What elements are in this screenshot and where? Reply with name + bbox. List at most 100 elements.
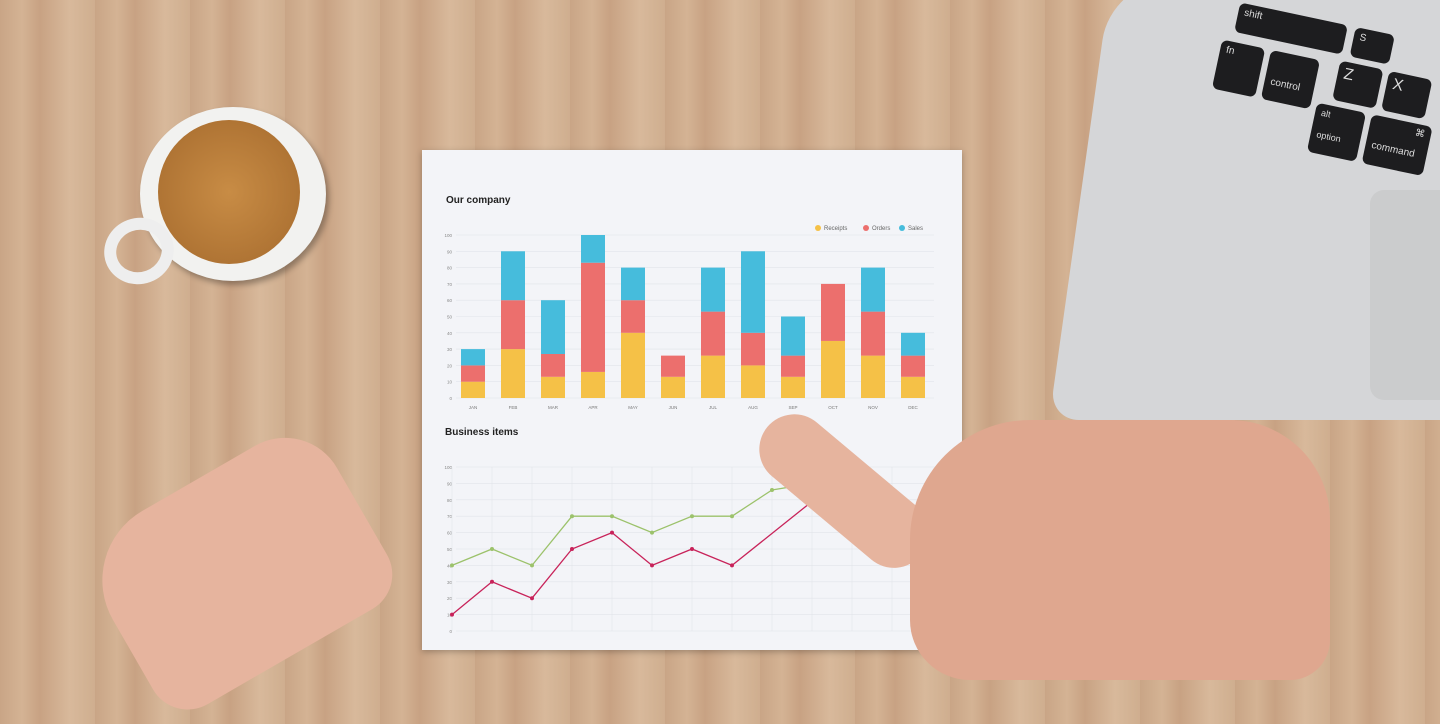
line-point xyxy=(730,514,734,519)
y-tick-label: 50 xyxy=(447,315,453,320)
line-point xyxy=(490,579,494,584)
y-tick-label: 90 xyxy=(447,249,453,254)
y-tick-label: 60 xyxy=(447,531,453,536)
x-tick-label: JUN xyxy=(669,405,678,410)
right-hand xyxy=(910,420,1330,680)
legend-label: Receipts xyxy=(824,226,847,232)
y-tick-label: 30 xyxy=(447,580,453,585)
key-option: alt option xyxy=(1306,102,1367,162)
bar-orders-jun xyxy=(661,355,685,377)
line-point xyxy=(610,530,614,535)
bar-orders-sep xyxy=(781,355,805,377)
command-icon: ⌘ xyxy=(1413,127,1426,141)
bar-sales-dec xyxy=(901,332,925,356)
bar-receipts-sep xyxy=(781,376,805,398)
y-tick-label: 10 xyxy=(447,380,453,385)
line-point xyxy=(690,514,694,519)
x-tick-label: SEP xyxy=(788,405,797,410)
line-point xyxy=(570,547,574,551)
line-point xyxy=(570,514,574,519)
x-tick-label: MAY xyxy=(628,405,637,410)
bar-orders-dec xyxy=(901,355,925,377)
y-tick-label: 90 xyxy=(447,481,453,486)
bar-chart-title: Our company xyxy=(446,195,511,206)
bar-sales-apr xyxy=(581,235,605,263)
y-tick-label: 0 xyxy=(449,396,452,401)
line-point xyxy=(610,514,614,519)
line-point xyxy=(490,547,494,551)
legend-label: Orders xyxy=(872,226,890,232)
bar-orders-jan xyxy=(461,365,485,382)
y-tick-label: 10 xyxy=(447,613,453,618)
bar-receipts-oct xyxy=(821,340,845,398)
y-tick-label: 70 xyxy=(447,282,453,287)
bar-receipts-jun xyxy=(661,376,685,398)
y-tick-label: 50 xyxy=(447,547,453,552)
bar-receipts-feb xyxy=(501,349,525,398)
line-point xyxy=(690,547,694,551)
y-tick-label: 40 xyxy=(447,563,453,568)
bar-orders-apr xyxy=(581,262,605,372)
bar-orders-may xyxy=(621,300,645,333)
x-tick-label: NOV xyxy=(868,405,878,410)
key-control: control xyxy=(1260,49,1321,110)
paper-report: Our company Business items 0 10 20 30 40 50 60… xyxy=(422,150,962,650)
key-fn: fn xyxy=(1211,39,1266,98)
line-point xyxy=(530,596,534,601)
bar-sales-sep xyxy=(781,316,805,356)
bar-orders-jul xyxy=(701,311,725,356)
x-tick-label: FEB xyxy=(509,405,518,410)
bar-sales-may xyxy=(621,267,645,301)
bar-orders-nov xyxy=(861,311,885,356)
line-point xyxy=(530,563,534,568)
bar-receipts-jul xyxy=(701,355,725,398)
y-tick-label: 80 xyxy=(447,498,453,503)
bar-orders-mar xyxy=(541,353,565,377)
line-chart-title: Business items xyxy=(445,427,519,438)
bar-sales-mar xyxy=(541,300,565,354)
line-point xyxy=(450,612,454,617)
line-point xyxy=(650,530,654,535)
line-point xyxy=(450,563,454,568)
key-x: X xyxy=(1381,70,1433,120)
y-tick-label: 70 xyxy=(447,514,453,519)
bar-orders-oct xyxy=(821,283,845,341)
y-tick-label: 30 xyxy=(447,347,453,352)
legend-marker xyxy=(815,225,821,231)
bar-receipts-may xyxy=(621,332,645,398)
y-tick-label: 20 xyxy=(447,596,453,601)
y-tick-label: 20 xyxy=(447,363,453,368)
bar-sales-jan xyxy=(461,349,485,366)
line-point xyxy=(730,563,734,568)
bar-receipts-dec xyxy=(901,376,925,398)
bar-receipts-mar xyxy=(541,376,565,398)
x-tick-label: MAR xyxy=(548,405,559,410)
y-tick-label: 40 xyxy=(447,331,453,336)
bar-sales-jul xyxy=(701,267,725,312)
coffee xyxy=(158,120,300,264)
x-tick-label: JAN xyxy=(469,405,478,410)
key-command: ⌘ command xyxy=(1361,114,1433,177)
x-tick-label: AUG xyxy=(748,405,758,410)
line-series-1 xyxy=(451,500,893,616)
y-tick-label: 100 xyxy=(444,233,452,238)
y-tick-label: 80 xyxy=(447,266,453,271)
legend-label: Sales xyxy=(908,226,923,232)
bar-receipts-apr xyxy=(581,371,605,398)
key-alt-label: alt xyxy=(1320,107,1332,120)
trackpad xyxy=(1370,190,1440,400)
y-tick-label: 100 xyxy=(444,465,452,470)
bar-receipts-jan xyxy=(461,381,485,398)
key-command-label: command xyxy=(1370,139,1416,160)
line-point xyxy=(770,487,774,492)
x-tick-label: JUL xyxy=(709,405,717,410)
line-point xyxy=(650,563,654,568)
bar-orders-aug xyxy=(741,332,765,366)
bar-sales-nov xyxy=(861,267,885,312)
legend-marker xyxy=(863,225,869,231)
bar-receipts-nov xyxy=(861,355,885,398)
x-tick-label: OCT xyxy=(828,405,838,410)
legend-marker xyxy=(899,225,905,231)
left-hand xyxy=(73,415,407,724)
